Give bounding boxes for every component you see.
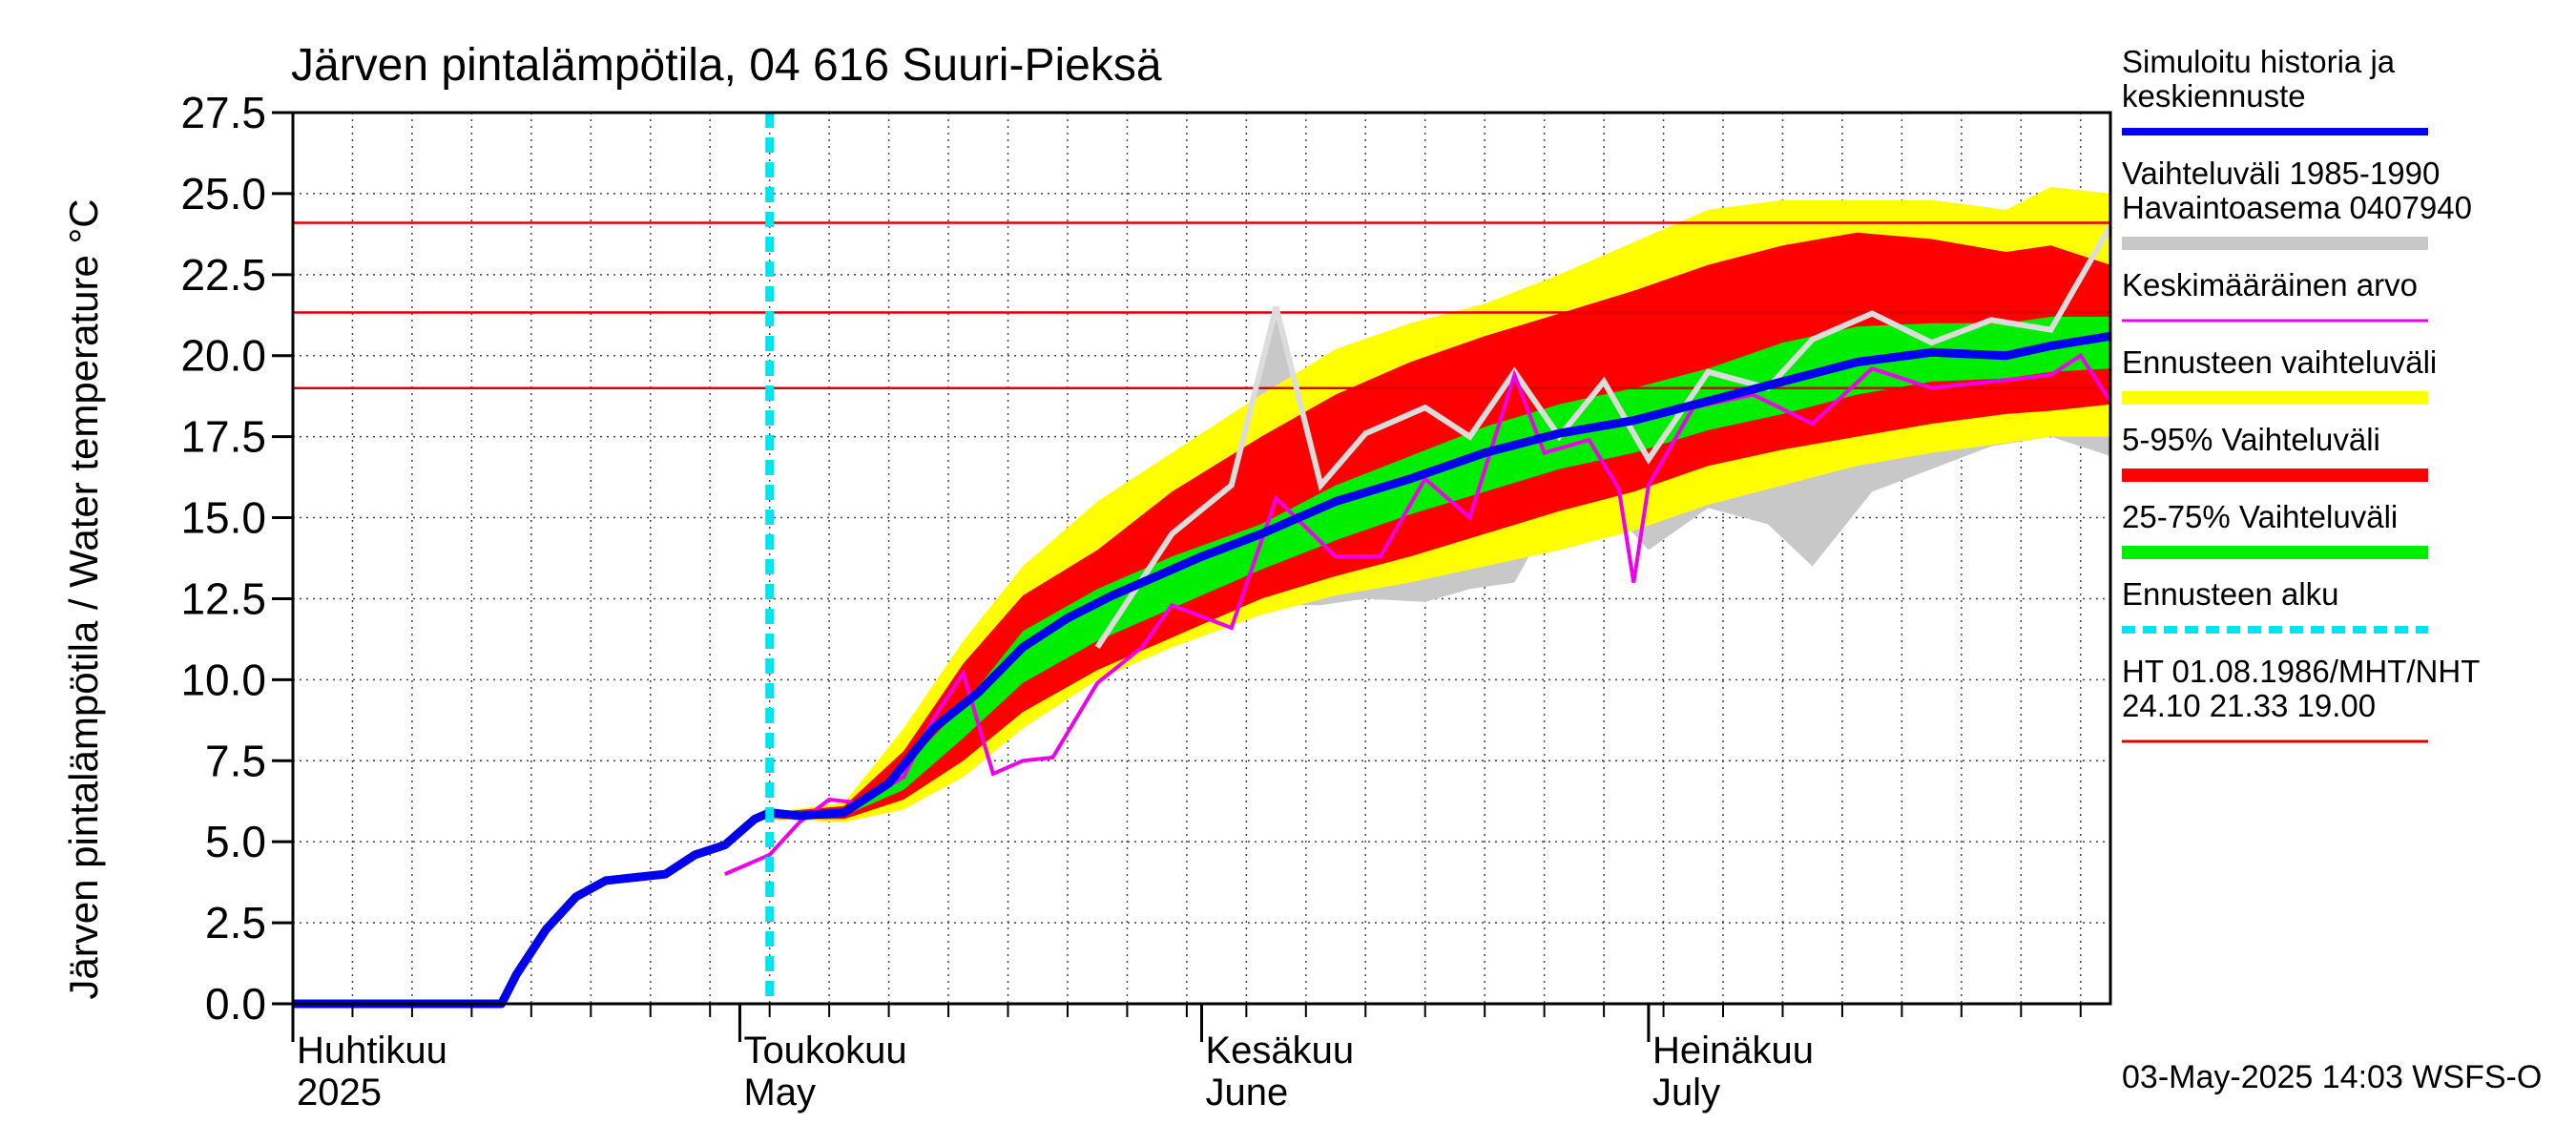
chart-title: Järven pintalämpötila, 04 616 Suuri-Piek… (291, 40, 1162, 91)
x-month-sublabel: June (1206, 1072, 1289, 1114)
historical-observation-line (1094, 224, 2113, 650)
y-axis-label: Järven pintalämpötila / Water temperatur… (61, 198, 106, 999)
y-tick-label: 2.5 (205, 898, 266, 947)
legend-label: Keskimääräinen arvo (2122, 267, 2418, 302)
y-tick-label: 17.5 (180, 412, 266, 462)
legend-label: 25-75% Vaihteluväli (2122, 499, 2398, 534)
x-month-label: Huhtikuu (297, 1030, 447, 1072)
legend-label: Havaintoasema 0407940 (2122, 190, 2472, 225)
legend-label: 24.10 21.33 19.00 (2122, 688, 2376, 723)
x-month-label: Kesäkuu (1206, 1030, 1355, 1072)
y-tick-label: 27.5 (180, 88, 266, 137)
y-tick-label: 12.5 (180, 573, 266, 623)
y-tick-label: 0.0 (205, 979, 266, 1029)
x-month-sublabel: July (1652, 1072, 1720, 1114)
x-month-sublabel: 2025 (297, 1072, 382, 1114)
simulated-forecast-line (293, 331, 2111, 1009)
legend-label: Ennusteen alku (2122, 576, 2339, 612)
y-tick-label: 5.0 (205, 817, 266, 866)
legend-label: HT 01.08.1986/MHT/NHT (2122, 654, 2480, 689)
y-tick-label: 22.5 (180, 250, 266, 300)
footer-timestamp: 03-May-2025 14:03 WSFS-O (2122, 1059, 2542, 1095)
x-month-sublabel: May (743, 1072, 816, 1114)
y-tick-label: 20.0 (180, 331, 266, 381)
legend-label: keskiennuste (2122, 78, 2306, 114)
x-month-label: Toukokuu (743, 1030, 906, 1072)
legend-label: 5-95% Vaihteluväli (2122, 422, 2380, 457)
y-tick-label: 15.0 (180, 493, 266, 543)
legend-label: Ennusteen vaihteluväli (2122, 344, 2437, 380)
legend-label: Vaihteluväli 1985-1990 (2122, 156, 2440, 191)
y-tick-label: 25.0 (180, 169, 266, 219)
y-tick-label: 7.5 (205, 736, 266, 785)
x-month-label: Heinäkuu (1652, 1030, 1814, 1072)
plot-area: 0.0 2.5 5.0 7.5 10.0 12.5 15.0 17.5 20.0 22.5 25.0… (180, 88, 2113, 1114)
legend-label: Simuloitu historia ja (2122, 44, 2396, 79)
y-tick-label: 10.0 (180, 655, 266, 704)
